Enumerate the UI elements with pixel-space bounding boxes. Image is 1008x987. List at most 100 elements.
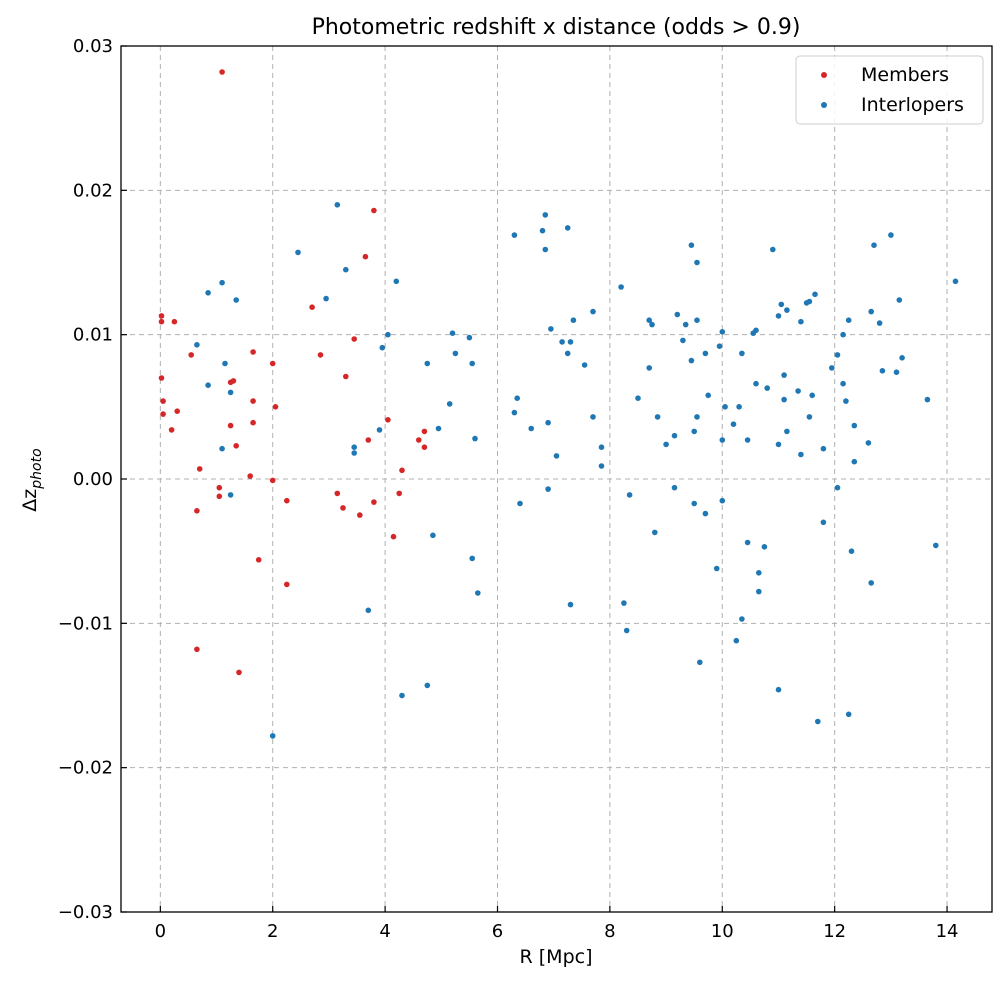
- data-point-interlopers: [719, 497, 726, 504]
- data-point-interlopers: [719, 329, 726, 335]
- data-point-interlopers: [694, 259, 700, 266]
- data-point-members: [309, 304, 315, 311]
- data-point-interlopers: [469, 555, 476, 562]
- data-point-interlopers: [424, 360, 431, 367]
- data-point-interlopers: [753, 380, 759, 387]
- data-point-interlopers: [744, 539, 751, 546]
- data-point-interlopers: [351, 450, 358, 456]
- data-point-interlopers: [733, 637, 740, 644]
- data-point-interlopers: [528, 425, 534, 432]
- data-point-interlopers: [564, 225, 571, 231]
- y-axis-label-main: Δz: [19, 489, 41, 512]
- data-point-members: [250, 419, 256, 426]
- data-point-interlopers: [618, 284, 624, 290]
- data-point-members: [385, 417, 391, 423]
- data-point-interlopers: [598, 444, 605, 451]
- data-point-members: [230, 378, 237, 384]
- data-point-interlopers: [671, 484, 678, 491]
- data-point-interlopers: [393, 278, 400, 285]
- data-point-interlopers: [691, 500, 697, 507]
- data-point-interlopers: [590, 414, 596, 420]
- data-point-interlopers: [205, 382, 211, 389]
- data-point-interlopers: [775, 441, 782, 448]
- data-point-interlopers: [222, 360, 228, 367]
- data-point-members: [196, 466, 203, 472]
- data-point-interlopers: [851, 458, 858, 465]
- data-point-members: [250, 398, 256, 404]
- data-point-interlopers: [674, 311, 681, 318]
- data-point-interlopers: [933, 542, 939, 549]
- data-point-interlopers: [871, 242, 877, 248]
- data-point-interlopers: [623, 627, 630, 634]
- data-point-interlopers: [756, 570, 762, 576]
- data-points: [158, 69, 959, 739]
- data-point-interlopers: [688, 357, 695, 364]
- data-point-interlopers: [424, 682, 431, 689]
- data-point-members: [365, 437, 372, 443]
- data-point-interlopers: [784, 428, 790, 435]
- data-point-members: [343, 373, 349, 380]
- data-point-members: [399, 467, 405, 474]
- data-point-interlopers: [879, 368, 886, 374]
- legend-label-members: Members: [861, 64, 949, 86]
- data-point-members: [216, 493, 223, 500]
- data-point-interlopers: [876, 320, 883, 326]
- plot-frame: [120, 45, 993, 913]
- series-interlopers: [194, 202, 959, 739]
- axis-ticks: 0 2 4 6 8 10 12 14 −0.03 −0.02 −0.01 0.00 0.01 0.02 0.…: [58, 36, 959, 942]
- data-point-interlopers: [269, 733, 276, 739]
- y-axis-label: Δzphoto: [19, 448, 45, 511]
- data-point-interlopers: [517, 500, 523, 507]
- legend-marker-interlopers: [821, 102, 827, 108]
- data-point-interlopers: [744, 437, 751, 443]
- data-point-interlopers: [570, 317, 577, 324]
- data-point-interlopers: [194, 342, 200, 348]
- data-point-interlopers: [705, 392, 711, 399]
- data-point-interlopers: [781, 396, 787, 403]
- data-point-interlopers: [756, 588, 762, 595]
- y-tick-label: −0.01: [58, 613, 113, 634]
- data-point-interlopers: [694, 414, 700, 420]
- data-point-interlopers: [775, 313, 782, 319]
- data-point-interlopers: [781, 372, 787, 378]
- data-point-interlopers: [775, 686, 782, 693]
- data-point-interlopers: [753, 327, 759, 334]
- data-point-interlopers: [736, 404, 742, 410]
- data-point-interlopers: [365, 607, 372, 614]
- data-point-members: [317, 352, 324, 358]
- data-point-members: [158, 313, 165, 319]
- data-point-interlopers: [564, 350, 571, 357]
- chart-title: Photometric redshift x distance (odds > …: [312, 15, 801, 40]
- data-point-interlopers: [379, 344, 386, 351]
- legend-marker-members: [821, 72, 827, 78]
- y-tick-label: 0.01: [73, 325, 113, 346]
- data-point-interlopers: [845, 317, 852, 324]
- data-point-interlopers: [798, 318, 804, 325]
- data-point-interlopers: [868, 580, 874, 586]
- data-point-interlopers: [809, 392, 815, 399]
- data-point-members: [168, 427, 175, 433]
- data-point-members: [158, 375, 165, 381]
- data-point-interlopers: [899, 355, 905, 361]
- data-point-interlopers: [682, 321, 689, 328]
- data-point-interlopers: [798, 451, 804, 458]
- data-point-members: [255, 557, 262, 563]
- data-point-interlopers: [851, 422, 858, 429]
- y-tick-label: −0.02: [58, 758, 113, 779]
- data-point-interlopers: [649, 321, 655, 328]
- data-point-interlopers: [691, 428, 697, 435]
- data-point-interlopers: [435, 425, 442, 432]
- data-point-members: [216, 484, 223, 491]
- data-point-interlopers: [702, 510, 709, 517]
- data-point-interlopers: [475, 590, 481, 596]
- data-point-interlopers: [621, 600, 627, 606]
- data-point-interlopers: [351, 444, 358, 451]
- data-point-interlopers: [924, 396, 931, 403]
- data-point-interlopers: [511, 232, 518, 238]
- data-point-interlopers: [511, 409, 518, 416]
- data-point-members: [158, 318, 165, 325]
- data-point-interlopers: [219, 279, 225, 286]
- data-point-interlopers: [806, 414, 813, 420]
- x-axis-label: R [Mpc]: [520, 946, 593, 968]
